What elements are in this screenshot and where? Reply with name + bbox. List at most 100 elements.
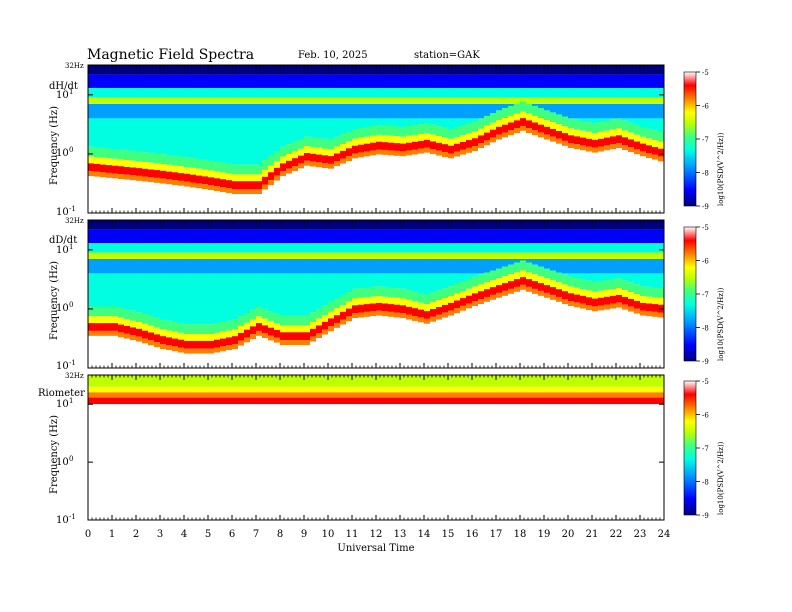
spectrogram-cell bbox=[634, 273, 641, 285]
spectrogram-cell bbox=[472, 74, 479, 89]
spectrogram-cell bbox=[292, 386, 299, 393]
spectrogram-cell bbox=[556, 252, 563, 259]
spectrogram-cell bbox=[580, 392, 587, 398]
spectrogram-cell bbox=[94, 243, 101, 253]
spectrogram-cell bbox=[268, 172, 275, 181]
spectrogram-cell bbox=[154, 404, 161, 520]
spectrogram-cell bbox=[364, 74, 371, 89]
spectrogram-cell bbox=[352, 252, 359, 259]
spectrogram-cell bbox=[328, 252, 335, 259]
spectrogram-cell bbox=[616, 128, 623, 136]
spectrogram-cell bbox=[544, 259, 551, 274]
spectrogram-cell bbox=[418, 153, 425, 213]
spectrogram-cell bbox=[274, 97, 281, 104]
spectrogram-cell bbox=[394, 126, 401, 137]
spectrogram-cell bbox=[106, 104, 113, 119]
spectrogram-cell bbox=[574, 252, 581, 259]
spectrogram-cell bbox=[328, 118, 335, 140]
spectrogram-cell bbox=[250, 392, 257, 398]
spectrogram-cell bbox=[166, 164, 173, 172]
spectrogram-cell bbox=[178, 252, 185, 259]
spectrogram-cell bbox=[208, 65, 215, 75]
spectrogram-cell bbox=[184, 104, 191, 119]
spectrogram-cell bbox=[370, 303, 377, 312]
spectrogram-cell bbox=[184, 65, 191, 75]
spectrogram-cell bbox=[466, 104, 473, 119]
spectrogram-cell bbox=[556, 397, 563, 405]
spectrogram-cell bbox=[136, 341, 143, 368]
spectrogram-cell bbox=[604, 120, 611, 131]
spectrogram-cell bbox=[478, 88, 485, 98]
spectrogram-cell bbox=[610, 118, 617, 120]
spectrogram-cell bbox=[190, 397, 197, 405]
spectrogram-cell bbox=[322, 273, 329, 306]
spectrogram-cell bbox=[400, 229, 407, 244]
spectrogram-cell bbox=[328, 392, 335, 398]
spectrogram-cell bbox=[496, 375, 503, 387]
spectrogram-cell bbox=[178, 97, 185, 104]
spectrogram-cell bbox=[202, 229, 209, 244]
spectrogram-cell bbox=[160, 88, 167, 98]
spectrogram-cell bbox=[100, 330, 107, 336]
spectrogram-cell bbox=[478, 284, 485, 292]
spectrogram-cell bbox=[358, 137, 365, 145]
spectrogram-cell bbox=[148, 229, 155, 244]
spectrogram-cell bbox=[244, 104, 251, 119]
spectrogram-cell bbox=[490, 294, 497, 300]
spectrogram-cell bbox=[208, 88, 215, 98]
spectrogram-cell bbox=[628, 306, 635, 312]
spectrogram-cell bbox=[364, 243, 371, 253]
spectrogram-cell bbox=[634, 134, 641, 142]
spectrogram-cell bbox=[106, 316, 113, 324]
spectrogram-cell bbox=[208, 160, 215, 171]
spectrogram-cell bbox=[484, 97, 491, 104]
spectrogram-cell bbox=[442, 118, 449, 128]
spectrogram-cell bbox=[154, 334, 161, 343]
spectrogram-cell bbox=[334, 97, 341, 104]
spectrogram-cell bbox=[136, 392, 143, 398]
spectrogram-cell bbox=[478, 97, 485, 104]
spectrogram-cell bbox=[436, 314, 443, 320]
spectrogram-cell bbox=[544, 252, 551, 259]
spectrogram-cell bbox=[640, 386, 647, 393]
spectrogram-cell bbox=[544, 243, 551, 253]
spectrogram-cell bbox=[208, 273, 215, 325]
spectrogram-cell bbox=[232, 349, 239, 368]
spectrogram-cell bbox=[610, 404, 617, 520]
spectrogram-cell bbox=[172, 259, 179, 274]
spectrogram-cell bbox=[124, 229, 131, 244]
spectrogram-cell bbox=[502, 220, 509, 230]
spectrogram-cell bbox=[448, 158, 455, 213]
spectrogram-cell bbox=[148, 88, 155, 98]
spectrogram-cell bbox=[370, 296, 377, 304]
spectrogram-cell bbox=[340, 229, 347, 244]
spectrogram-cell bbox=[484, 259, 491, 274]
spectrogram-cell bbox=[484, 229, 491, 244]
spectrogram-cell bbox=[616, 259, 623, 274]
spectrogram-cell bbox=[136, 259, 143, 274]
spectrogram-cell bbox=[112, 229, 119, 244]
spectrogram-cell bbox=[316, 167, 323, 213]
spectrogram-cell bbox=[580, 74, 587, 89]
spectrogram-cell bbox=[526, 252, 533, 259]
spectrogram-cell bbox=[628, 104, 635, 119]
spectrogram-cell bbox=[454, 118, 461, 128]
spectrogram-cell bbox=[502, 259, 509, 274]
spectrogram-cell bbox=[418, 392, 425, 398]
spectrogram-cell bbox=[628, 97, 635, 104]
spectrogram-cell bbox=[298, 155, 305, 164]
spectrogram-cell bbox=[94, 118, 101, 148]
spectrogram-cell bbox=[94, 335, 101, 368]
spectrogram-cell bbox=[106, 335, 113, 368]
spectrogram-cell bbox=[406, 88, 413, 98]
spectrogram-cell bbox=[532, 243, 539, 253]
spectrogram-cell bbox=[250, 164, 257, 175]
spectrogram-cell bbox=[508, 65, 515, 75]
spectrogram-cell bbox=[232, 97, 239, 104]
spectrogram-cell bbox=[118, 97, 125, 104]
spectrogram-cell bbox=[388, 311, 395, 317]
spectrogram-cell bbox=[652, 304, 659, 312]
spectrogram-cell bbox=[646, 404, 653, 520]
dd-dt-ytick-10-base: 10 bbox=[56, 245, 69, 256]
spectrogram-cell bbox=[412, 88, 419, 98]
